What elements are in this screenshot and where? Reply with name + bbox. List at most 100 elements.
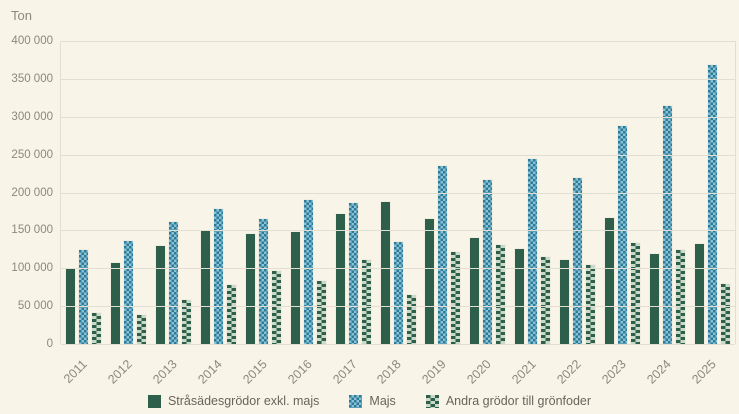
x-tick-2011: 2011 [60, 357, 90, 386]
bar-2013-solid [154, 244, 166, 344]
bar-group-2019 [421, 41, 466, 344]
bar-group-2020 [465, 41, 510, 344]
gridline [61, 230, 735, 232]
bar-2023-solid [604, 216, 616, 344]
y-tick-label: 0 [46, 338, 53, 350]
bar-2021-brick [540, 256, 552, 344]
legend-swatch-green-brick-icon [425, 394, 439, 408]
bar-group-2023 [600, 41, 645, 344]
legend-label: Stråsädesgrödor exkl. majs [167, 394, 320, 408]
bar-2019-checker [437, 165, 449, 344]
x-tick-2018: 2018 [374, 357, 405, 387]
bar-2011-checker [77, 248, 89, 344]
bar-2017-brick [360, 259, 372, 344]
bar-2024-solid [649, 253, 661, 344]
x-tick-2017: 2017 [329, 357, 360, 387]
legend-item-majs[interactable]: Majs [349, 394, 396, 408]
bar-group-2016 [286, 41, 331, 344]
bar-2012-checker [122, 240, 134, 344]
bar-group-2014 [196, 41, 241, 344]
bar-2014-solid [199, 230, 211, 344]
legend-label: Majs [369, 394, 396, 408]
bar-2024-brick [675, 249, 687, 344]
gridline [61, 78, 735, 80]
bar-group-2021 [510, 41, 555, 344]
legend-swatch-teal-checker-icon [349, 394, 363, 408]
x-axis-tick-labels: 2011 2012 2013 2014 2015 2016 2017 2018 2019 2020… [60, 347, 734, 389]
x-tick-2025: 2025 [689, 357, 719, 387]
bar-2025-solid [694, 243, 706, 344]
bar-2018-solid [379, 200, 391, 344]
y-tick-label: 150 000 [11, 224, 53, 237]
plot-area [60, 41, 736, 345]
bar-2020-checker [482, 178, 494, 344]
bar-group-2017 [331, 41, 376, 344]
legend-item-andra-grodor[interactable]: Andra grödor till grönfoder [425, 394, 592, 408]
bar-2024-checker [662, 105, 674, 344]
gridline [61, 344, 735, 345]
x-tick-2015: 2015 [239, 357, 270, 387]
bar-2016-checker [302, 198, 314, 344]
gridline [61, 192, 735, 194]
bar-2012-brick [135, 314, 147, 344]
legend-item-strasadesgrodor[interactable]: Stråsädesgrödor exkl. majs [147, 394, 320, 408]
bar-2015-solid [244, 232, 256, 344]
y-tick-label: 50 000 [17, 300, 53, 313]
bar-2019-brick [450, 250, 462, 344]
bar-2023-brick [630, 241, 642, 344]
gridline [61, 116, 735, 118]
gridline [61, 306, 735, 308]
x-tick-2023: 2023 [599, 357, 629, 387]
x-tick-2016: 2016 [284, 357, 315, 387]
bar-group-2013 [151, 41, 196, 344]
bar-2016-solid [289, 231, 301, 344]
bar-2022-solid [559, 259, 571, 344]
x-tick-2013: 2013 [149, 357, 180, 387]
y-tick-label: 300 000 [11, 110, 53, 123]
bar-2018-brick [405, 294, 417, 344]
bar-2011-brick [90, 312, 102, 344]
x-tick-2022: 2022 [554, 357, 584, 387]
bar-2022-brick [585, 264, 597, 344]
bar-2013-checker [167, 220, 179, 344]
x-tick-2019: 2019 [419, 357, 450, 387]
y-tick-label: 350 000 [11, 72, 53, 85]
bar-group-2024 [645, 41, 690, 344]
x-tick-2021: 2021 [509, 357, 540, 387]
x-tick-2024: 2024 [644, 357, 674, 387]
bar-2020-solid [469, 237, 481, 344]
bar-2017-solid [334, 212, 346, 344]
bar-2022-checker [572, 176, 584, 344]
legend-label: Andra grödor till grönfoder [445, 394, 592, 408]
bar-2014-brick [225, 284, 237, 344]
legend-swatch-solid-green-icon [147, 394, 161, 408]
y-tick-label: 250 000 [11, 148, 53, 161]
bar-2025-checker [707, 64, 719, 344]
bar-2020-brick [495, 244, 507, 344]
bar-2023-checker [617, 125, 629, 344]
y-axis-tick-labels: 400 000 350 000 300 000 250 000 200 000 150 0… [0, 35, 53, 350]
y-axis-title: Ton [11, 8, 32, 23]
bar-2021-solid [514, 247, 526, 344]
bar-2017-checker [347, 201, 359, 344]
bar-2018-checker [392, 240, 404, 344]
x-tick-2014: 2014 [194, 357, 225, 387]
bar-2015-checker [257, 218, 269, 344]
bar-group-2022 [555, 41, 600, 344]
y-tick-label: 200 000 [11, 186, 53, 199]
x-tick-2012: 2012 [105, 357, 135, 387]
bar-2014-checker [212, 208, 224, 344]
gridline [61, 154, 735, 156]
bar-group-2012 [106, 41, 151, 344]
gridline [61, 41, 735, 42]
y-tick-label: 400 000 [11, 35, 53, 47]
legend: Stråsädesgrödor exkl. majs Majs Andra gr… [0, 394, 739, 408]
bar-2013-brick [180, 299, 192, 344]
bar-2012-solid [109, 262, 121, 344]
bar-group-2018 [376, 41, 421, 344]
x-tick-2020: 2020 [464, 357, 495, 387]
bar-group-2025 [690, 41, 735, 344]
y-tick-label: 100 000 [11, 262, 53, 275]
bar-2021-checker [527, 158, 539, 344]
